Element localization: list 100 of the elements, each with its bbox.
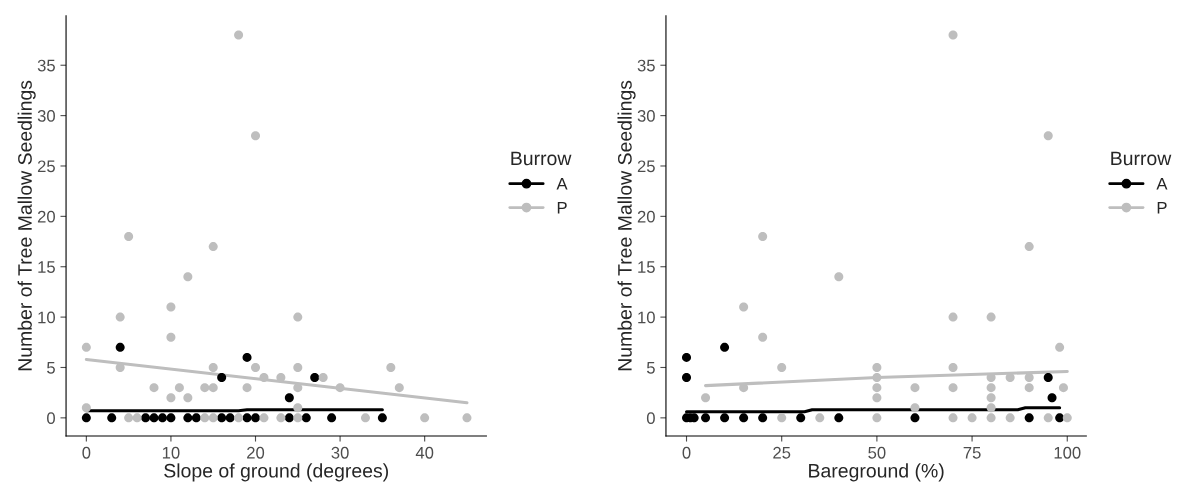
point — [166, 413, 176, 423]
y-tick-label: 25 — [637, 160, 655, 173]
point — [834, 413, 844, 423]
y-tick-label: 35 — [37, 59, 55, 72]
y-axis-title: Number of Tree Mallow Seedlings — [617, 80, 636, 371]
point — [284, 393, 294, 403]
point — [293, 413, 303, 423]
point — [386, 362, 396, 372]
y-tick-label: 0 — [646, 412, 655, 425]
point — [293, 383, 303, 393]
point — [132, 413, 142, 423]
point — [191, 413, 201, 423]
point — [284, 413, 294, 423]
point — [293, 362, 303, 372]
point — [208, 242, 218, 252]
point — [986, 403, 996, 413]
point — [360, 413, 370, 423]
y-tick-label: 5 — [646, 362, 655, 374]
point — [225, 413, 235, 423]
legend-label: P — [557, 201, 567, 214]
point — [986, 312, 996, 322]
y-tick-label: 15 — [38, 261, 55, 273]
y-tick-label: 5 — [47, 362, 55, 374]
point — [327, 413, 337, 423]
point — [420, 413, 430, 423]
point — [834, 272, 844, 282]
point — [377, 413, 387, 423]
point — [259, 413, 269, 423]
point — [1024, 373, 1034, 383]
point — [720, 413, 730, 423]
point — [1058, 383, 1068, 393]
point — [1005, 413, 1015, 423]
point — [234, 413, 244, 423]
point — [777, 413, 787, 423]
point — [948, 30, 958, 40]
point — [166, 393, 176, 403]
point — [462, 413, 472, 423]
point — [166, 302, 176, 312]
y-tick-label: 20 — [37, 210, 55, 223]
point — [293, 403, 303, 413]
point — [242, 413, 252, 423]
point — [986, 383, 996, 393]
point — [394, 383, 404, 393]
point — [183, 413, 193, 423]
point — [208, 362, 218, 372]
point — [758, 332, 768, 342]
point — [948, 383, 958, 393]
y-tick-label: 20 — [637, 210, 655, 223]
point — [115, 342, 125, 352]
point — [183, 393, 193, 403]
legend-title: Burrow — [1111, 151, 1172, 166]
y-tick-label: 15 — [638, 261, 655, 273]
x-tick-label: 0 — [682, 446, 691, 459]
y-tick-label: 30 — [637, 110, 655, 122]
point — [872, 383, 882, 393]
y-tick-label: 0 — [47, 412, 55, 425]
y-tick-label: 25 — [37, 160, 55, 173]
point — [208, 383, 218, 393]
point — [701, 393, 711, 403]
point — [910, 383, 920, 393]
point — [1047, 393, 1057, 403]
point — [107, 413, 117, 423]
x-tick-label: 40 — [415, 446, 434, 459]
point — [234, 30, 244, 40]
point — [1043, 413, 1053, 423]
point — [872, 393, 882, 403]
point — [276, 413, 286, 423]
x-tick-label: 20 — [247, 446, 265, 459]
point — [1043, 131, 1053, 141]
x-tick-label: 100 — [1054, 446, 1081, 459]
point — [157, 413, 167, 423]
point — [335, 383, 345, 393]
point — [293, 312, 303, 322]
point — [1005, 373, 1015, 383]
point — [777, 362, 787, 372]
x-tick-label: 50 — [868, 446, 886, 459]
point — [758, 232, 768, 242]
point — [796, 413, 806, 423]
point — [208, 413, 218, 423]
point — [200, 383, 210, 393]
point — [986, 413, 996, 423]
point — [682, 352, 692, 362]
point — [124, 413, 134, 423]
point — [141, 413, 151, 423]
point — [310, 373, 320, 383]
point — [81, 403, 91, 413]
point — [758, 413, 768, 423]
point — [720, 342, 730, 352]
y-tick-label: 35 — [637, 59, 655, 72]
x-tick-label: 25 — [773, 446, 791, 459]
point — [739, 302, 749, 312]
point — [701, 413, 711, 423]
point — [318, 373, 328, 383]
point — [872, 362, 882, 372]
point — [124, 232, 134, 242]
point — [1024, 383, 1034, 393]
point — [149, 383, 159, 393]
point — [81, 342, 91, 352]
x-tick-label: 75 — [963, 447, 981, 459]
point — [81, 413, 91, 423]
